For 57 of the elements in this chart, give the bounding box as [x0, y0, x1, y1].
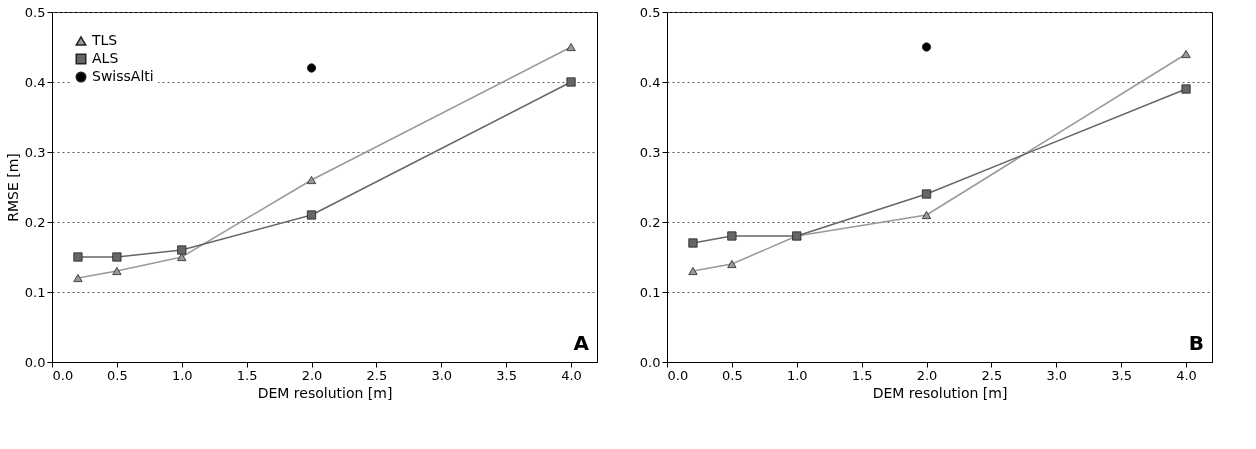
x-tick-label: 0.5	[722, 367, 743, 383]
x-tick-label: 0.0	[52, 367, 74, 383]
x-tick-label: 1.0	[171, 367, 193, 383]
point	[727, 231, 737, 241]
x-tick-label: 2.0	[301, 367, 323, 383]
point	[1181, 49, 1191, 59]
point	[306, 210, 317, 220]
annotation: B	[1188, 331, 1204, 355]
point	[306, 175, 317, 185]
point	[1181, 84, 1191, 94]
x-tick-label: 3.0	[431, 367, 453, 383]
y-tick-label: 0.0	[639, 354, 661, 370]
x-tick-label: 3.0	[1046, 367, 1068, 383]
point	[921, 189, 932, 199]
point	[727, 259, 737, 269]
legend-label: TLS	[91, 32, 118, 48]
point	[112, 266, 122, 276]
x-tick-label: 2.5	[981, 367, 1003, 383]
point	[566, 77, 576, 87]
y-tick-label: 0.3	[24, 144, 46, 160]
y-tick-label: 0.0	[24, 354, 46, 370]
y-tick-label: 0.4	[639, 74, 661, 90]
point	[688, 238, 698, 248]
y-axis-title: RMSE [m]	[4, 153, 21, 222]
x-tick-label: 0.0	[667, 367, 689, 383]
x-tick-label: 2.5	[366, 367, 388, 383]
point	[73, 273, 83, 283]
y-tick-label: 0.1	[639, 284, 661, 300]
point	[921, 42, 932, 52]
y-tick-label: 0.5	[24, 4, 46, 20]
x-tick-label: 1.5	[851, 367, 873, 383]
y-tick-label: 0.3	[639, 144, 661, 160]
x-tick-label: 2.0	[916, 367, 938, 383]
x-tick-label: 1.5	[236, 367, 258, 383]
annotation: A	[573, 331, 590, 355]
point	[688, 266, 698, 276]
y-tick-label: 0.5	[639, 4, 661, 20]
y-tick-label: 0.4	[24, 74, 46, 90]
point	[73, 252, 83, 262]
x-tick-label: 0.5	[107, 367, 128, 383]
x-axis-title: DEM resolution [m]	[872, 384, 1008, 401]
x-tick-label: 1.0	[786, 367, 808, 383]
x-axis-title: DEM resolution [m]	[257, 384, 393, 401]
x-tick-label: 4.0	[561, 367, 582, 383]
legend-label: SwissAlti	[92, 68, 154, 84]
legend-label: ALS	[92, 50, 119, 66]
y-tick-label: 0.2	[24, 214, 46, 230]
x-tick-label: 3.5	[1111, 367, 1133, 383]
x-tick-label: 3.5	[496, 367, 518, 383]
x-tick-label: 4.0	[1176, 367, 1197, 383]
point	[112, 252, 122, 262]
point	[306, 63, 317, 73]
point	[566, 42, 576, 52]
point	[177, 245, 187, 255]
y-tick-label: 0.2	[639, 214, 661, 230]
y-tick-label: 0.1	[24, 284, 46, 300]
point	[921, 210, 932, 220]
